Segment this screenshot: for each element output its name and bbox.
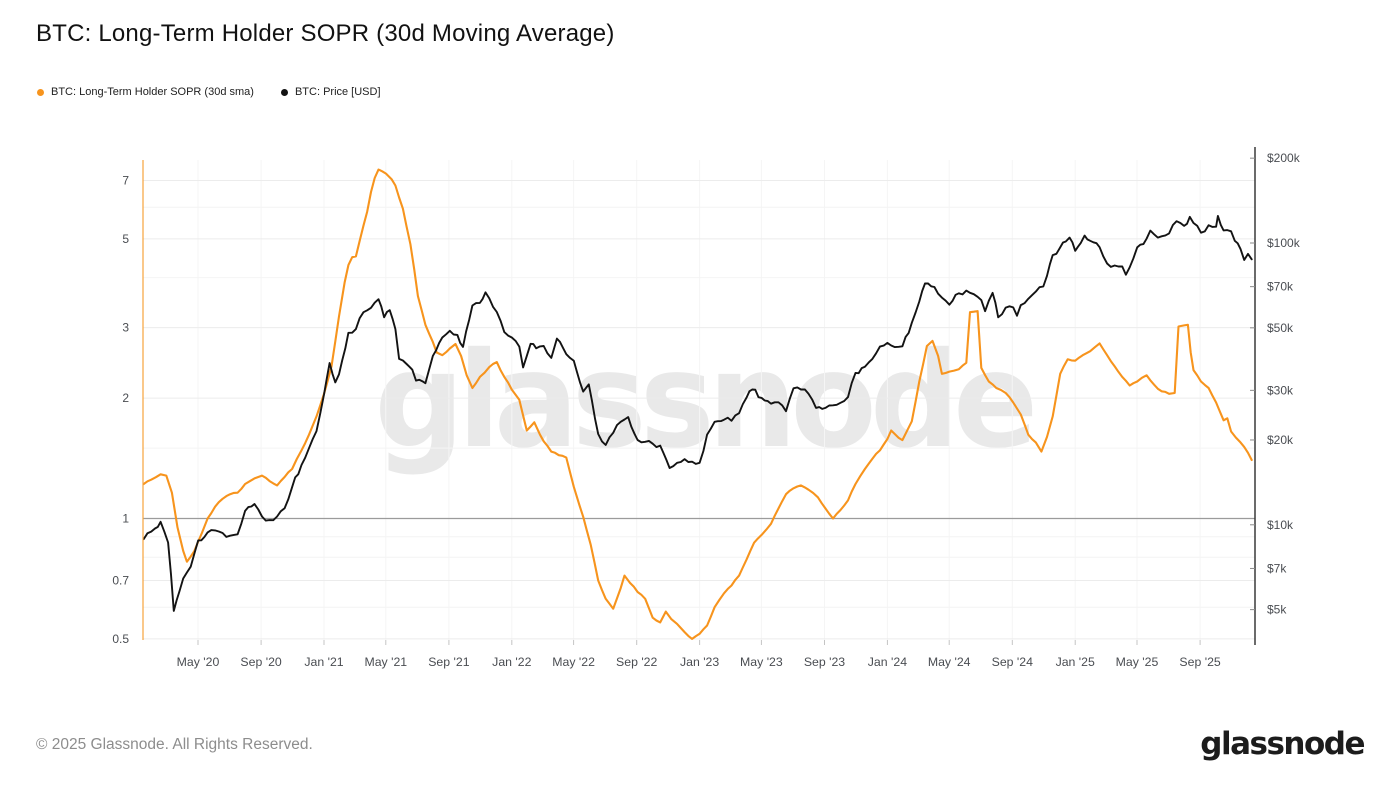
y-left-tick-label: 1 [122,512,129,526]
x-axis-tick-label: Jan '23 [680,655,719,669]
x-axis-tick-label: May '22 [552,655,595,669]
copyright-text: © 2025 Glassnode. All Rights Reserved. [36,736,313,753]
x-axis-tick-label: Jan '21 [304,655,343,669]
price-series-dot-icon [280,88,288,96]
x-axis-tick-label: Jan '24 [868,655,907,669]
x-axis-tick-label: Jan '22 [492,655,531,669]
y-right-tick-label: $70k [1267,280,1294,294]
sopr-line[interactable] [142,168,1253,640]
y-right-tick-label: $50k [1267,321,1294,335]
price-line[interactable] [142,214,1253,612]
x-axis-tick-label: May '25 [1116,655,1159,669]
y-left-tick-label: 0.5 [112,632,129,646]
glassnode-watermark: glassnode [374,324,1038,478]
x-axis-tick-label: May '23 [740,655,783,669]
y-left-tick-label: 0.7 [112,573,129,587]
y-left-tick-label: 7 [122,173,129,187]
y-right-tick-label: $7k [1267,561,1287,575]
y-right-tick-label: $30k [1267,383,1294,397]
legend-label-price: BTC: Price [USD] [294,86,381,98]
x-axis-tick-label: May '24 [928,655,971,669]
x-axis-tick-label: Sep '22 [616,655,657,669]
y-left-tick-label: 2 [122,391,129,405]
y-right-tick-label: $100k [1267,236,1301,250]
y-right-tick-label: $200k [1267,151,1301,165]
chart-legend: BTC: Long-Term Holder SOPR (30d sma) BTC… [37,86,381,98]
y-right-tick-label: $20k [1267,433,1294,447]
x-axis-tick-label: Sep '21 [428,655,469,669]
glassnode-logo: glassnode [1200,726,1365,762]
sopr-series-dot-icon [37,88,44,96]
x-axis-tick-label: Sep '24 [992,655,1033,669]
x-axis-tick-label: Sep '23 [804,655,845,669]
y-left-tick-label: 5 [122,232,129,246]
chart-plot-area[interactable]: 7 5 3 2 1 0.7 0.5 $200k $100k $70k $50k $30k $20k $10… [0,0,1400,700]
legend-label-sopr: BTC: Long-Term Holder SOPR (30d sma) [51,86,254,98]
y-right-tick-label: $10k [1267,518,1294,532]
legend-item-sopr[interactable]: BTC: Long-Term Holder SOPR (30d sma) [37,86,254,98]
x-axis-tick-label: Sep '20 [240,655,281,669]
x-axis-tick-label: Sep '25 [1179,655,1220,669]
x-axis-tick-label: Jan '25 [1056,655,1095,669]
legend-item-price[interactable]: BTC: Price [USD] [280,86,381,98]
y-right-tick-label: $5k [1267,603,1287,617]
chart-title: BTC: Long-Term Holder SOPR (30d Moving A… [36,20,615,47]
x-axis-tick-label: May '20 [177,655,220,669]
x-axis-tick-label: May '21 [364,655,407,669]
y-left-tick-label: 3 [122,321,129,335]
